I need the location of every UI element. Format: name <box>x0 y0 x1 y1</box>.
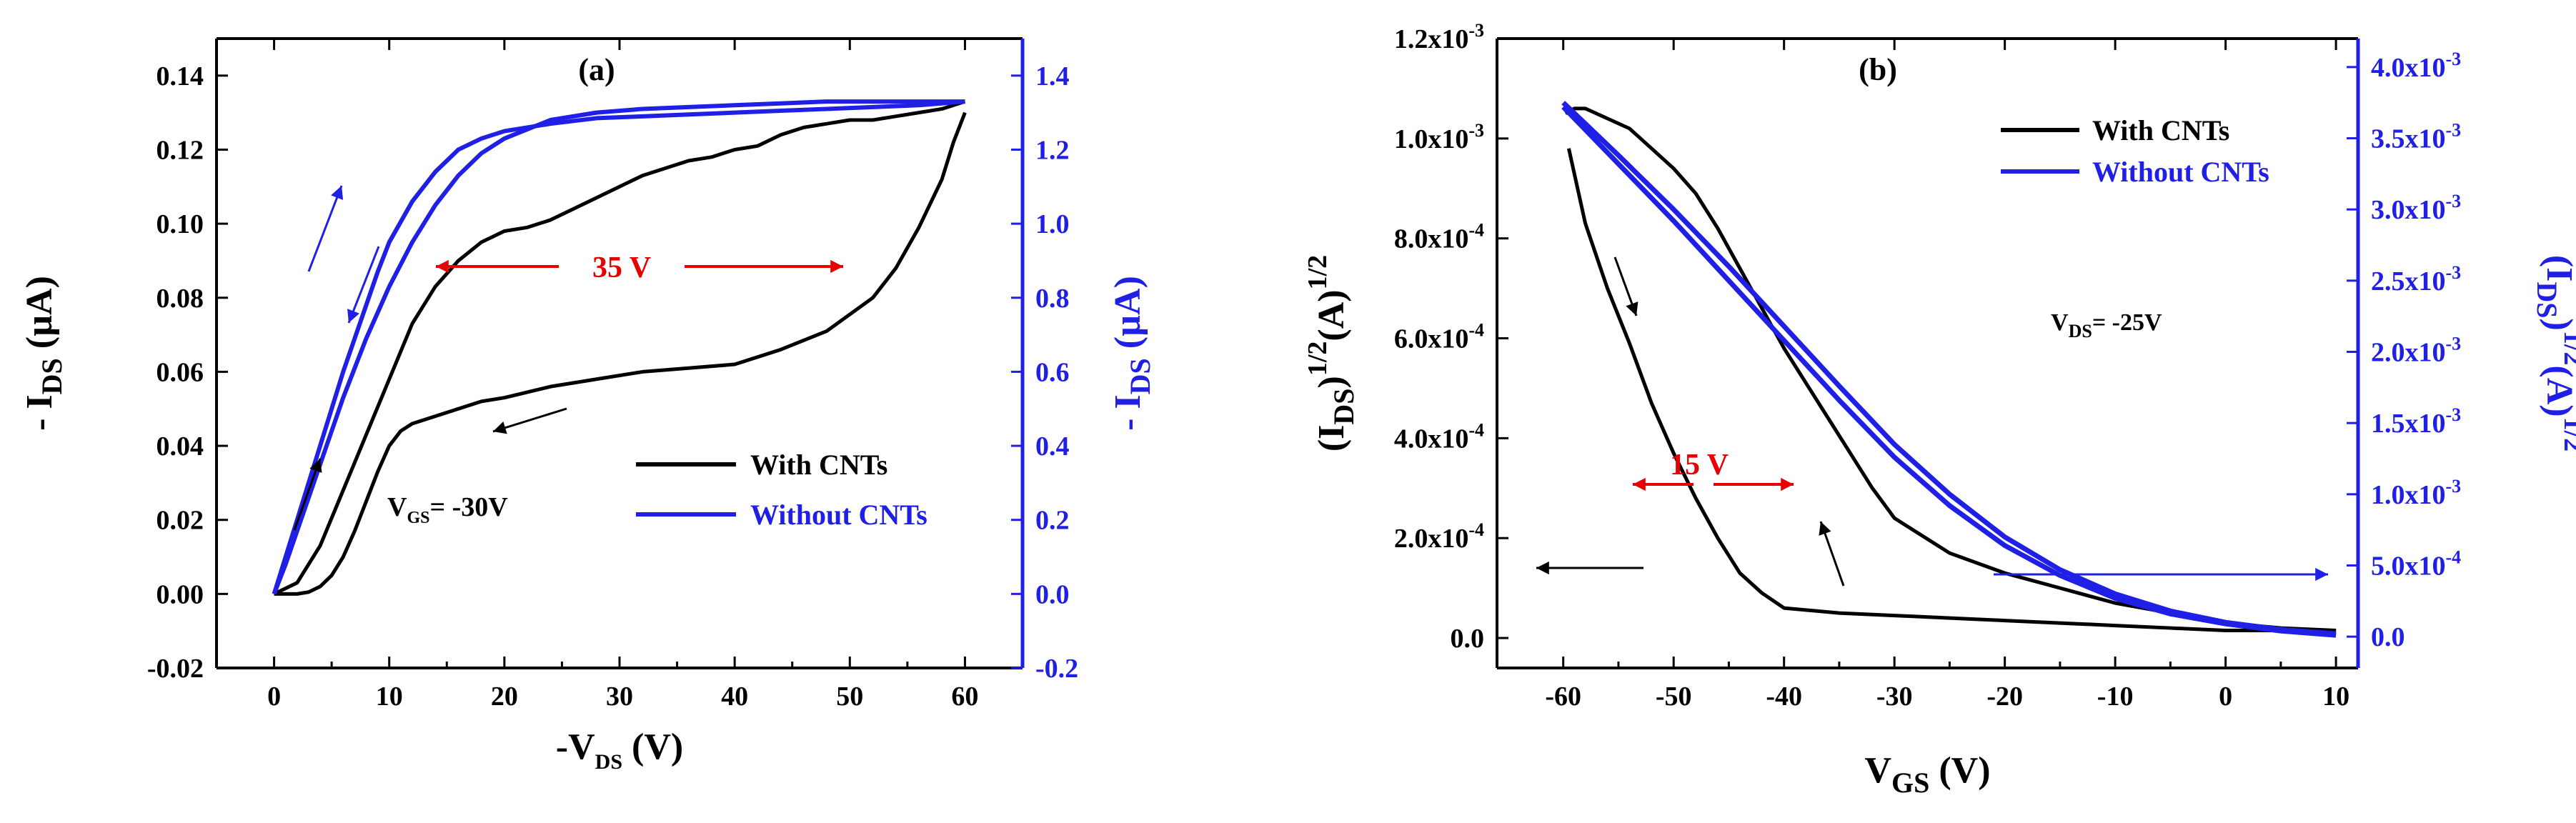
right-y-tick-label: 0.4 <box>1035 432 1070 462</box>
x-tick-label: -40 <box>1766 682 1802 712</box>
left-y-tick-label: 1.2x10-3 <box>1394 20 1484 54</box>
x-tick-label: -60 <box>1545 682 1581 712</box>
right-y-tick-label: 0.6 <box>1035 357 1070 387</box>
left-y-tick-label: 1.0x10-3 <box>1394 120 1484 154</box>
legend-entry: Without CNTs <box>2092 156 2269 188</box>
hysteresis-label: 35 V <box>592 251 651 284</box>
bias-label: VDS= -25V <box>2051 309 2162 341</box>
panel-label: (a) <box>578 52 615 87</box>
x-tick-label: 20 <box>491 682 518 712</box>
legend-entry: Without CNTs <box>750 499 928 531</box>
right-y-tick-label: 5.0x10-4 <box>2371 547 2461 581</box>
right-y-tick-label: 1.0 <box>1035 209 1070 239</box>
panel-label: (b) <box>1859 52 1897 87</box>
x-tick-label: 60 <box>951 682 978 712</box>
black-sweep-arrow-up-head <box>309 459 322 473</box>
right-y-tick-label: 0.0 <box>2371 622 2405 652</box>
right-y-tick-label: 4.0x10-3 <box>2371 49 2461 83</box>
left-y-tick-label: 0.06 <box>156 357 204 387</box>
series-with-cnts <box>1566 148 2337 633</box>
left-y-tick-label: 6.0x10-4 <box>1394 320 1484 354</box>
right-axis-indicator-arrow-head <box>2315 567 2328 582</box>
blue-sweep-arrow-down <box>347 246 380 324</box>
left-y-axis-label: - IDS (µA) <box>19 276 68 431</box>
panel-b: -60 -50 -40 -30 -20 -10 0 10 0.0 2.0x10-4 4.0x10-4… <box>1303 20 2576 799</box>
blue-sweep-arrow-up <box>307 185 343 272</box>
x-tick-label: -10 <box>2097 682 2134 712</box>
x-axis-label: -VDS (V) <box>556 727 683 774</box>
left-y-tick-label: 0.14 <box>156 61 204 91</box>
left-y-tick-label: 2.0x10-4 <box>1394 519 1484 554</box>
right-y-tick-label: 1.0x10-3 <box>2371 476 2461 510</box>
legend-entry: With CNTs <box>2092 114 2229 146</box>
black-sweep-arrow-left <box>492 407 567 433</box>
x-tick-label: 50 <box>836 682 863 712</box>
left-y-tick-label: -0.02 <box>147 654 204 684</box>
left-y-tick-label: 0.12 <box>156 135 204 165</box>
x-tick-label: -20 <box>1986 682 2023 712</box>
black-sweep-arrow-up-head <box>1819 522 1831 536</box>
x-tick-label: 0 <box>2219 682 2232 712</box>
x-tick-label: 10 <box>376 682 403 712</box>
right-y-tick-label: 1.4 <box>1035 61 1070 91</box>
left-y-tick-label: 8.0x10-4 <box>1394 220 1484 254</box>
right-y-tick-label: 2.5x10-3 <box>2371 262 2461 296</box>
series-without-cnts <box>272 99 965 595</box>
series-with-cnts <box>274 111 967 596</box>
left-y-tick-label: 0.04 <box>156 432 204 462</box>
right-y-tick-label: 0.2 <box>1035 506 1070 536</box>
x-tick-label: 40 <box>721 682 748 712</box>
black-sweep-arrow-down-head <box>1626 301 1638 316</box>
series-without-cnts <box>272 99 965 595</box>
bias-label: VGS= -30V <box>387 492 508 527</box>
series-without-cnts <box>1561 105 2337 638</box>
hysteresis-arrow-left-head <box>1633 477 1646 492</box>
x-tick-label: -50 <box>1656 682 1692 712</box>
series-with-cnts <box>1564 106 2337 633</box>
hysteresis-arrow-right-head <box>830 259 843 274</box>
left-y-tick-label: 0.00 <box>156 579 204 609</box>
right-y-tick-label: 3.5x10-3 <box>2371 120 2461 154</box>
x-tick-label: 30 <box>606 682 633 712</box>
right-y-tick-label: 0.8 <box>1035 284 1070 314</box>
panel-a: 0 10 20 30 40 50 60 -0.02 0.00 0.02 0.04 0.06 0.08 0.… <box>19 37 1156 774</box>
blue-sweep-arrow-up-head <box>331 186 344 200</box>
x-tick-label: -30 <box>1876 682 1913 712</box>
left-y-tick-label: 0.0 <box>1451 624 1485 654</box>
hysteresis-label: 15 V <box>1670 449 1729 482</box>
left-axis-indicator-arrow-head <box>1536 561 1549 575</box>
series-with-cnts <box>273 99 966 596</box>
x-tick-label: 10 <box>2322 682 2349 712</box>
left-y-tick-label: 0.02 <box>156 506 204 536</box>
x-tick-label: 0 <box>267 682 281 712</box>
blue-sweep-arrow-down-head <box>347 309 359 323</box>
right-y-tick-label: 3.0x10-3 <box>2371 191 2461 225</box>
right-y-axis-label: - IDS (µA) <box>1108 276 1156 431</box>
hysteresis-arrow-left-head <box>436 259 449 274</box>
left-y-tick-label: 4.0x10-4 <box>1394 419 1484 454</box>
left-y-tick-label: 0.08 <box>156 284 204 314</box>
right-y-tick-label: -0.2 <box>1035 654 1078 684</box>
left-y-axis-label: (IDS)1/2(A)1/2 <box>1303 255 1360 452</box>
legend-entry: With CNTs <box>750 449 887 481</box>
black-sweep-arrow-left-head <box>493 422 507 434</box>
right-y-tick-label: 1.5x10-3 <box>2371 404 2461 439</box>
right-y-axis-label: (IDS)1/2(A)1/2 <box>2531 255 2576 452</box>
right-y-tick-label: 0.0 <box>1035 579 1070 609</box>
right-y-tick-label: 1.2 <box>1035 135 1070 165</box>
hysteresis-arrow-right-head <box>1781 477 1794 492</box>
right-y-tick-label: 2.0x10-3 <box>2371 334 2461 368</box>
left-y-tick-label: 0.10 <box>156 209 204 239</box>
x-axis-label: VGS (V) <box>1864 750 1990 799</box>
